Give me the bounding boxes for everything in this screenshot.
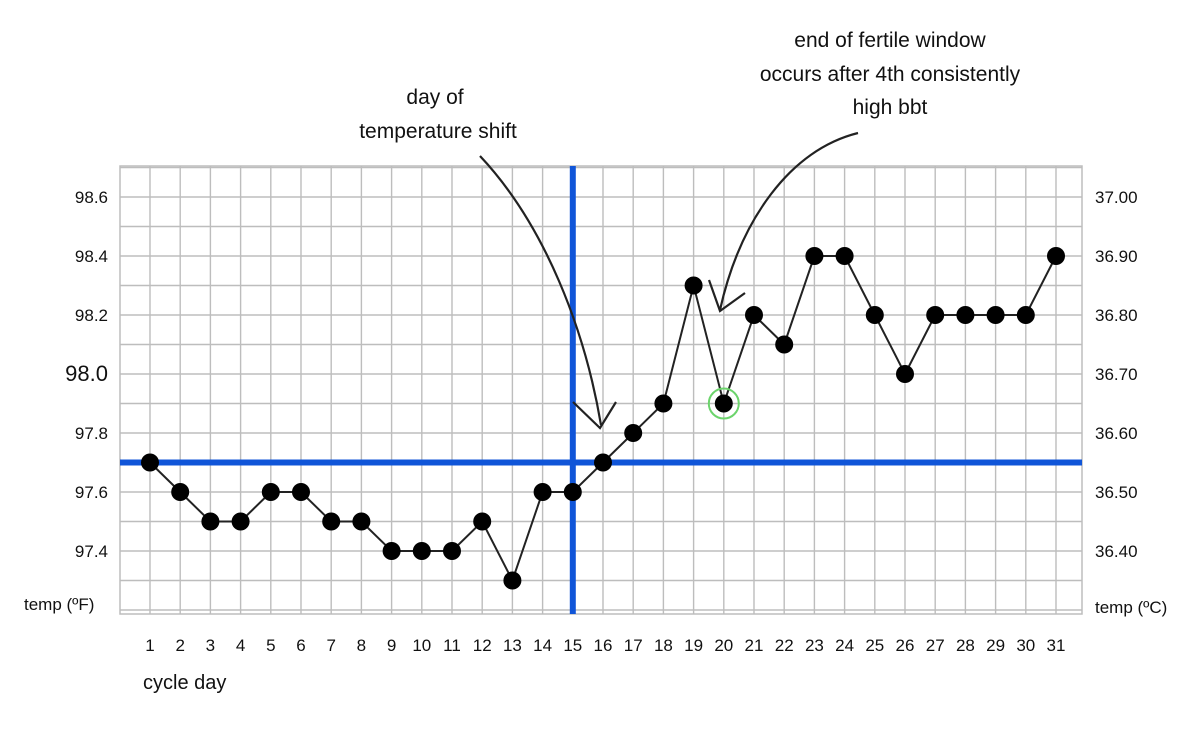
data-point	[141, 453, 159, 472]
data-point	[533, 483, 552, 501]
data-point	[654, 394, 673, 413]
x-tick: 16	[594, 636, 613, 655]
annotation-fertile-window: occurs after 4th consistently	[760, 63, 1021, 86]
x-tick: 20	[714, 636, 733, 655]
arrowhead-fertile-window	[707, 279, 746, 313]
data-point	[986, 306, 1005, 324]
x-tick: 19	[684, 636, 703, 655]
y-tick-right: 37.00	[1095, 188, 1138, 207]
data-point	[956, 306, 975, 324]
x-tick: 14	[533, 636, 552, 655]
x-tick: 10	[412, 636, 431, 655]
data-point	[1016, 306, 1035, 324]
tick-labels: 98.698.498.298.097.897.697.437.0036.9036…	[65, 188, 1137, 655]
x-tick: 31	[1047, 636, 1066, 655]
grid-frame	[119, 165, 1083, 615]
x-tick: 25	[865, 636, 884, 655]
annotation-temperature-shift: day of	[406, 86, 463, 109]
temperature-points	[141, 247, 1065, 590]
x-tick: 7	[326, 636, 335, 655]
data-point	[1047, 247, 1065, 265]
data-point	[171, 483, 190, 501]
y-axis-label-celsius: temp (ºC)	[1095, 598, 1167, 617]
data-point	[775, 335, 794, 354]
data-point	[322, 512, 341, 531]
x-tick: 29	[986, 636, 1005, 655]
y-tick-left: 97.4	[75, 542, 108, 561]
x-tick: 12	[473, 636, 492, 655]
data-point	[473, 512, 492, 531]
chart-grid	[119, 165, 1083, 615]
x-tick: 26	[896, 636, 915, 655]
x-tick: 30	[1016, 636, 1035, 655]
x-tick: 3	[206, 636, 215, 655]
y-tick-right: 36.90	[1095, 247, 1138, 266]
data-point	[805, 247, 824, 265]
x-tick: 24	[835, 636, 854, 655]
data-point	[231, 512, 250, 531]
x-tick: 5	[266, 636, 275, 655]
data-point	[382, 542, 401, 560]
data-point	[745, 306, 763, 324]
y-tick-left: 98.2	[75, 306, 108, 325]
x-axis-label: cycle day	[143, 672, 226, 694]
x-tick: 27	[926, 636, 945, 655]
y-tick-left: 98.6	[75, 188, 108, 207]
arrowhead-temperature-shift	[572, 401, 617, 430]
data-point	[624, 424, 643, 442]
x-tick: 22	[775, 636, 794, 655]
annotation-fertile-window: high bbt	[853, 96, 928, 119]
x-tick: 21	[745, 636, 764, 655]
x-tick: 17	[624, 636, 643, 655]
data-point	[865, 306, 884, 324]
x-tick: 28	[956, 636, 975, 655]
y-tick-left: 97.6	[75, 483, 108, 502]
reference-lines	[120, 166, 1082, 614]
data-point	[835, 247, 854, 265]
data-point	[714, 394, 733, 413]
y-tick-right: 36.80	[1095, 306, 1138, 325]
data-point	[201, 512, 220, 531]
annotation-temperature-shift: temperature shift	[359, 120, 517, 143]
data-point	[352, 512, 371, 531]
x-tick: 15	[563, 636, 582, 655]
x-tick: 23	[805, 636, 824, 655]
y-tick-left: 97.8	[75, 424, 108, 443]
data-point	[412, 542, 431, 560]
x-tick: 11	[443, 636, 461, 655]
x-tick: 4	[236, 636, 245, 655]
annotation-fertile-window: end of fertile window	[794, 29, 986, 52]
x-tick: 18	[654, 636, 673, 655]
x-tick: 2	[175, 636, 184, 655]
data-point	[443, 542, 461, 560]
data-point	[261, 483, 280, 501]
data-point	[563, 483, 582, 501]
y-tick-right: 36.50	[1095, 483, 1138, 502]
x-tick: 6	[296, 636, 305, 655]
data-point	[926, 306, 945, 324]
axis-labels: temp (ºF) temp (ºC) cycle day	[24, 595, 1167, 694]
data-point	[684, 276, 703, 295]
x-tick: 1	[145, 636, 154, 655]
x-tick: 8	[357, 636, 366, 655]
annotations: day of temperature shift end of fertile wi…	[359, 29, 1021, 430]
data-point	[503, 571, 522, 590]
x-tick: 13	[503, 636, 522, 655]
y-tick-left: 98.4	[75, 247, 108, 266]
arrow-temperature-shift	[479, 155, 603, 426]
y-tick-right: 36.70	[1095, 365, 1138, 384]
y-tick-right: 36.40	[1095, 542, 1138, 561]
y-tick-left: 98.0	[65, 361, 108, 386]
y-tick-right: 36.60	[1095, 424, 1138, 443]
data-point	[896, 365, 914, 383]
y-axis-label-fahrenheit: temp (ºF)	[24, 595, 94, 614]
x-tick: 9	[387, 636, 396, 655]
data-point	[594, 453, 612, 472]
arrow-fertile-window	[718, 131, 859, 311]
data-point	[292, 483, 310, 501]
highlight-ring	[707, 387, 740, 420]
